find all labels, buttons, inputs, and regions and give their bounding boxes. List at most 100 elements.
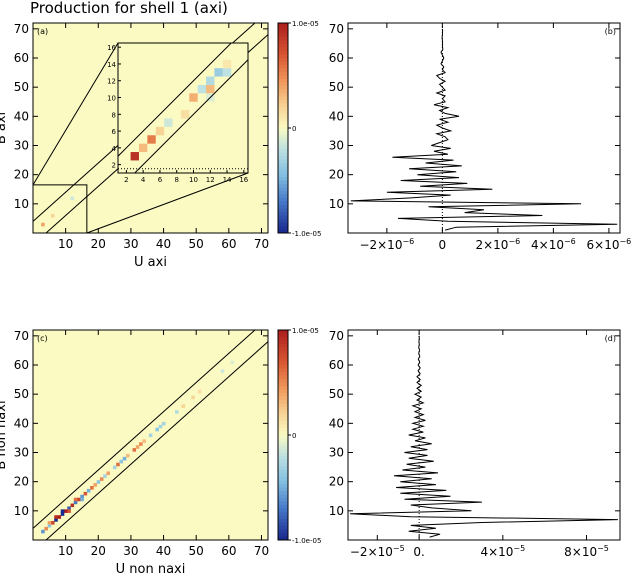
colorbar-segment [278, 226, 288, 230]
heat-cell [57, 515, 62, 519]
colorbar-segment [278, 187, 288, 192]
colorbar-segment [278, 177, 288, 181]
y-tick-label: 10 [329, 197, 344, 211]
colorbar-segment [278, 72, 288, 76]
y-tick-label: 30 [14, 446, 29, 460]
inset-x-tick-label: 2 [124, 176, 128, 184]
colorbar-segment [278, 501, 288, 506]
colorbar-segment [278, 452, 288, 457]
heat-cell [181, 404, 186, 408]
inset-heat-cell [206, 76, 215, 85]
colorbar-segment [278, 526, 288, 530]
x-tick-label: 40 [156, 544, 171, 558]
heat-cell [135, 445, 140, 449]
colorbar-segment [278, 142, 288, 146]
x-tick-label: 40 [156, 237, 171, 251]
x-tick-label: −2×10−6 [359, 237, 414, 252]
plot-frame [347, 329, 621, 541]
heat-cell [44, 526, 48, 531]
heat-cell [70, 503, 75, 508]
heat-cell [83, 491, 88, 496]
colorbar-segment [278, 375, 288, 380]
colorbar-segment [278, 79, 288, 83]
inset-y-tick-label: 2 [112, 162, 116, 170]
colorbar-tick-label: 0 [292, 432, 296, 440]
colorbar-segment [278, 358, 288, 362]
panel-label: (a) [37, 27, 48, 36]
x-tick-label: 10 [58, 237, 73, 251]
heat-cell [67, 509, 71, 513]
heat-cell [142, 439, 146, 443]
colorbar-segment [278, 156, 288, 160]
colorbar-segment [278, 208, 288, 213]
heat-cell [60, 512, 65, 516]
colorbar-segment [278, 410, 288, 415]
zoom-connector-top [32, 42, 119, 186]
y-tick-label: 60 [14, 358, 29, 372]
colorbar-segment [278, 459, 288, 464]
inset-heat-cell [130, 152, 139, 161]
x-tick-label: 20 [91, 237, 106, 251]
heat-cell [73, 500, 78, 505]
heat-cell [70, 196, 75, 201]
band-line-lower [45, 341, 269, 541]
colorbar-segment [278, 379, 288, 383]
y-tick-label: 30 [14, 139, 29, 153]
colorbar-segment [278, 128, 288, 132]
heat-cell [41, 529, 45, 534]
colorbar-segment [278, 89, 288, 94]
colorbar-segment [278, 96, 288, 101]
profile-line [350, 28, 618, 231]
x-axis-label: U non naxi [116, 562, 186, 577]
colorbar-segment [278, 494, 288, 499]
inset-y-tick-label: 10 [107, 95, 116, 103]
heat-cell [41, 222, 45, 227]
inset-x-tick-label: 6 [158, 176, 163, 184]
x-tick-label: 70 [254, 237, 269, 251]
heat-cell [106, 471, 111, 476]
colorbar-segment [278, 86, 288, 90]
y-tick-label: 20 [14, 168, 29, 182]
heat-cell [139, 442, 143, 446]
plot-frame [347, 22, 621, 234]
heat-cell [77, 497, 81, 502]
heat-cell [64, 509, 68, 513]
colorbar-segment [278, 107, 288, 111]
inset-band-lower [134, 59, 249, 174]
panel-label: (c) [37, 334, 48, 343]
y-tick-label: 70 [14, 22, 29, 36]
inset-frame [117, 42, 249, 174]
colorbar-segment [278, 54, 288, 59]
inset-heat-cell [164, 118, 173, 127]
y-tick-label: 30 [329, 139, 344, 153]
y-tick-label: 30 [329, 446, 344, 460]
colorbar-segment [278, 428, 288, 432]
colorbar-tick-label: -1.0e-05 [292, 230, 321, 238]
colorbar-segment [278, 219, 288, 223]
colorbar-segment [278, 121, 288, 125]
x-tick-label: 30 [123, 544, 138, 558]
colorbar-tick-label: 0 [292, 125, 296, 133]
x-tick-label: −2×10−5 [350, 544, 405, 559]
colorbar-segment [278, 361, 288, 366]
colorbar-segment [278, 344, 288, 348]
colorbar-segment [278, 449, 288, 453]
colorbar-segment [278, 152, 288, 157]
inset-x-tick-label: 8 [174, 176, 178, 184]
heat-cell [116, 462, 120, 467]
colorbar-segment [278, 93, 288, 97]
y-tick-label: 40 [14, 109, 29, 123]
band-line-upper [32, 329, 256, 529]
y-tick-label: 40 [329, 109, 344, 123]
colorbar-segment [278, 30, 288, 34]
colorbar-segment [278, 166, 288, 171]
inset-y-tick-label: 6 [112, 128, 117, 136]
colorbar-segment [278, 180, 288, 185]
heat-cell [50, 521, 55, 525]
y-axis-label: B non naxi [0, 400, 9, 469]
colorbar-segment [278, 135, 288, 139]
heat-cell [60, 509, 65, 513]
colorbar-segment [278, 414, 288, 418]
panel-label: (d) [605, 334, 616, 343]
colorbar-segment [278, 424, 288, 429]
